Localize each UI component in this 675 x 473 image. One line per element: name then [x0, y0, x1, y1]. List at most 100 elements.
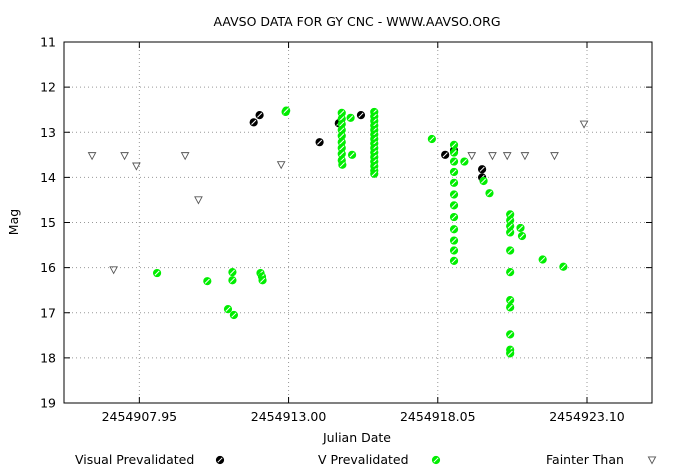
data-point-visual-prevalidated [478, 165, 487, 174]
data-point-visual-prevalidated [249, 118, 258, 127]
data-point-v-prevalidated [485, 189, 494, 198]
marker-hatch [371, 171, 377, 177]
data-point-v-prevalidated [346, 113, 355, 122]
y-axis-label: Mag [6, 209, 21, 235]
marker-hatch [451, 159, 457, 165]
data-point-fainter-than [579, 120, 589, 129]
data-point-v-prevalidated [449, 148, 459, 157]
marker-hatch [560, 264, 566, 270]
data-point-v-prevalidated [506, 303, 515, 312]
data-point-fainter-than [467, 152, 477, 161]
y-tick-label: 19 [40, 396, 56, 411]
marker-hatch [507, 269, 513, 275]
data-point-v-prevalidated [449, 212, 459, 222]
data-point-fainter-than [120, 152, 129, 161]
data-point-fainter-than [502, 152, 512, 161]
data-point-v-prevalidated [337, 143, 346, 153]
legend-marker [647, 456, 657, 465]
marker-hatch [339, 133, 345, 139]
marker-hatch [507, 229, 513, 235]
marker-hatch [433, 457, 439, 463]
data-point-v-prevalidated [449, 190, 459, 199]
data-point-v-prevalidated [506, 349, 515, 358]
data-point-v-prevalidated [479, 176, 488, 186]
data-point-v-prevalidated [337, 108, 346, 117]
marker-hatch [507, 211, 513, 217]
data-point-v-prevalidated [506, 222, 515, 231]
marker-hatch [154, 270, 160, 276]
data-point-v-prevalidated [337, 131, 346, 140]
legend: Visual Prevalidated V Prevalidated Fainter… [75, 452, 657, 467]
data-point-fainter-than [109, 266, 118, 275]
x-tick-label: 2454907.95 [102, 409, 178, 424]
data-point-v-prevalidated [203, 277, 212, 286]
data-point-v-prevalidated [506, 268, 515, 277]
legend-label: Visual Prevalidated [75, 452, 194, 467]
data-point-v-prevalidated [538, 255, 547, 264]
marker-hatch [339, 139, 345, 145]
data-point-fainter-than [132, 162, 141, 171]
marker-hatch [339, 121, 345, 127]
marker-hatch [348, 115, 354, 121]
data-point-v-prevalidated [506, 216, 515, 225]
marker-hatch [507, 247, 513, 254]
legend-label: V Prevalidated [318, 452, 409, 467]
data-point-v-prevalidated [559, 262, 568, 271]
marker-hatch [217, 457, 223, 463]
data-point-v-prevalidated [449, 178, 459, 187]
marker-hatch [317, 139, 323, 145]
data-point-v-prevalidated [449, 140, 459, 149]
marker-hatch [451, 202, 457, 208]
data-point-v-prevalidated [229, 310, 238, 320]
x-tick-label: 2454913.00 [251, 409, 327, 424]
data-point-visual-prevalidated [356, 111, 366, 120]
data-point-v-prevalidated [506, 330, 515, 339]
marker-hatch [486, 190, 493, 196]
marker-hatch [519, 233, 525, 239]
marker-hatch [451, 226, 457, 232]
y-tick-label: 13 [40, 125, 56, 140]
marker-hatch [507, 304, 513, 310]
marker-hatch [481, 178, 487, 184]
data-point-v-prevalidated [506, 246, 515, 255]
data-point-fainter-than [276, 161, 286, 170]
x-tick-label: 2454923.10 [549, 409, 625, 424]
marker-hatch [339, 116, 345, 122]
data-point-v-prevalidated [449, 256, 459, 265]
data-point-v-prevalidated [427, 134, 436, 144]
data-point-v-prevalidated [282, 106, 291, 115]
marker-hatch [451, 214, 457, 220]
y-tick-label: 11 [40, 35, 56, 50]
y-tick-label: 18 [40, 350, 56, 365]
marker-hatch [229, 277, 235, 283]
marker-hatch [451, 169, 457, 175]
data-point-visual-prevalidated [315, 138, 324, 147]
data-point-v-prevalidated [449, 246, 459, 255]
marker-hatch [231, 312, 237, 318]
marker-hatch [442, 152, 448, 158]
data-point-fainter-than [87, 152, 97, 161]
marker-hatch [540, 256, 546, 263]
marker-hatch [451, 180, 457, 186]
marker-hatch [358, 112, 364, 118]
data-point-v-prevalidated [506, 296, 515, 305]
x-axis-label: Julian Date [322, 430, 391, 445]
y-tick-label: 14 [40, 170, 56, 185]
data-point-v-prevalidated [449, 157, 459, 166]
marker-hatch [451, 142, 457, 148]
data-point-v-prevalidated [516, 223, 525, 233]
chart-title: AAVSO DATA FOR GY CNC - WWW.AAVSO.ORG [213, 14, 500, 29]
legend-marker [431, 455, 441, 465]
marker-hatch [339, 145, 345, 151]
data-point-v-prevalidated [506, 228, 515, 237]
marker-hatch [225, 306, 231, 312]
y-tick-label: 12 [40, 80, 56, 95]
marker-hatch [204, 278, 210, 284]
data-marks [87, 106, 589, 358]
marker-hatch [339, 162, 345, 168]
data-point-fainter-than [194, 196, 203, 205]
data-point-v-prevalidated [460, 157, 469, 166]
legend-label: Fainter Than [546, 452, 624, 467]
marker-hatch [451, 150, 457, 156]
